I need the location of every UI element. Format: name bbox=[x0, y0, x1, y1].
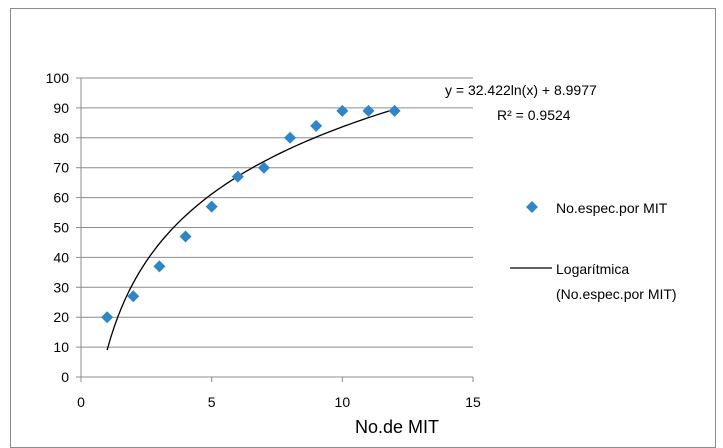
legend-label-trendline-2: (No.espec.por MIT) bbox=[556, 286, 677, 302]
x-tick-labels: 0 5 10 15 bbox=[77, 394, 481, 410]
y-tick-label: 90 bbox=[53, 100, 69, 116]
data-point bbox=[362, 105, 374, 117]
y-tick-label: 10 bbox=[53, 339, 69, 355]
y-tick-labels: 0 10 20 30 40 50 60 70 80 90 100 bbox=[46, 70, 70, 385]
data-point bbox=[284, 132, 296, 144]
legend: No.espec.por MIT Logarítmica (No.espec.p… bbox=[510, 200, 677, 302]
legend-marker-scatter bbox=[526, 201, 538, 213]
y-tick-label: 50 bbox=[53, 220, 69, 236]
y-tick-label: 40 bbox=[53, 249, 69, 265]
gridlines bbox=[81, 78, 473, 347]
data-point bbox=[206, 201, 218, 213]
y-tick-label: 20 bbox=[53, 309, 69, 325]
trendline-group bbox=[107, 109, 394, 350]
data-point bbox=[153, 260, 165, 272]
data-point bbox=[180, 230, 192, 242]
y-tick-label: 80 bbox=[53, 130, 69, 146]
x-tick-label: 15 bbox=[465, 394, 481, 410]
x-tick-label: 5 bbox=[208, 394, 216, 410]
y-tick-label: 30 bbox=[53, 279, 69, 295]
data-point bbox=[232, 171, 244, 183]
y-tick-label: 100 bbox=[46, 70, 70, 86]
y-tick-label: 0 bbox=[61, 369, 69, 385]
trendline-equation: y = 32.422ln(x) + 8.9977 bbox=[445, 82, 597, 98]
trendline-r2: R² = 0.9524 bbox=[497, 107, 571, 123]
x-tick-label: 0 bbox=[77, 394, 85, 410]
x-axis-title: No.de MIT bbox=[355, 417, 439, 437]
legend-label-trendline-1: Logarítmica bbox=[556, 261, 629, 277]
data-point bbox=[101, 311, 113, 323]
data-point bbox=[389, 105, 401, 117]
y-tick-label: 60 bbox=[53, 190, 69, 206]
data-point bbox=[336, 105, 348, 117]
x-tick-label: 10 bbox=[335, 394, 351, 410]
legend-label-scatter: No.espec.por MIT bbox=[556, 200, 668, 216]
data-point bbox=[310, 120, 322, 132]
y-tick-label: 70 bbox=[53, 160, 69, 176]
trendline-path bbox=[107, 109, 394, 350]
axes bbox=[76, 78, 473, 382]
